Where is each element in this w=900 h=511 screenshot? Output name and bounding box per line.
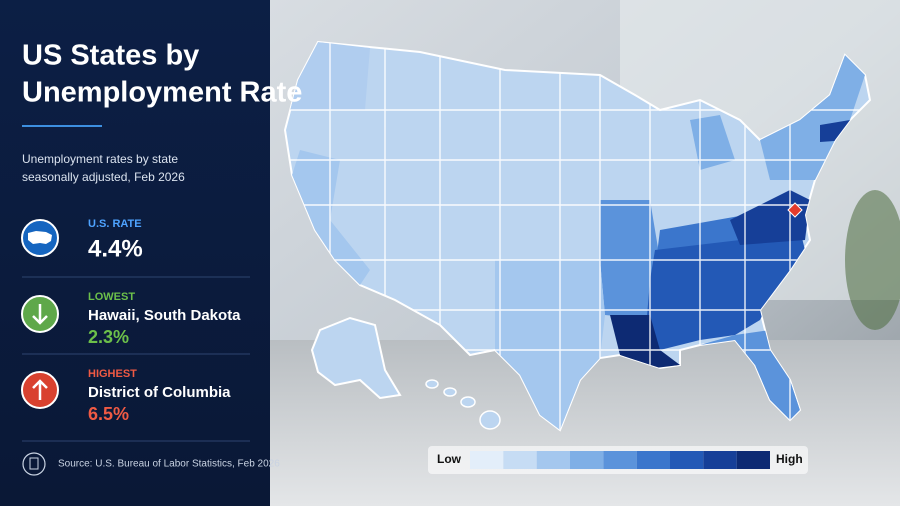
legend-swatch bbox=[503, 451, 537, 469]
source-icon bbox=[22, 452, 46, 476]
legend-swatch bbox=[470, 451, 504, 469]
legend-low: Low bbox=[437, 452, 462, 466]
louisiana bbox=[610, 315, 680, 368]
stat-lowest: LOWEST Hawaii, South Dakota 2.3% bbox=[21, 291, 241, 347]
stat-highest: HIGHEST District of Columbia 6.5% bbox=[21, 368, 231, 424]
doc-glyph bbox=[29, 457, 39, 470]
legend-swatch bbox=[536, 451, 570, 469]
title-line: US States by bbox=[22, 40, 199, 72]
stat-label: U.S. RATE bbox=[88, 218, 142, 230]
legend: Low High bbox=[428, 446, 808, 474]
source: Source: U.S. Bureau of Labor Statistics,… bbox=[22, 452, 280, 476]
stat-label: LOWEST bbox=[88, 291, 135, 303]
legend-high: High bbox=[776, 452, 803, 466]
us-glyph bbox=[28, 231, 52, 244]
stat-name: District of Columbia bbox=[88, 384, 231, 401]
texas bbox=[495, 260, 605, 430]
title-underline bbox=[22, 125, 102, 127]
legend-swatch bbox=[736, 451, 770, 469]
subtitle-line: seasonally adjusted, Feb 2026 bbox=[22, 170, 185, 184]
legend-swatch bbox=[570, 451, 604, 469]
stat-name: Hawaii, South Dakota bbox=[88, 307, 241, 324]
stat-us: U.S. RATE 4.4% bbox=[21, 218, 143, 262]
district-of-columbia bbox=[787, 202, 803, 218]
title-line: Unemployment Rate bbox=[22, 77, 302, 109]
stat-value: 2.3% bbox=[88, 327, 129, 347]
stat-label: HIGHEST bbox=[88, 368, 137, 380]
legend-swatch bbox=[603, 451, 637, 469]
us-map bbox=[284, 41, 871, 431]
state-regions bbox=[285, 42, 870, 430]
up-arrow bbox=[32, 379, 48, 400]
source-text: Source: U.S. Bureau of Labor Statistics,… bbox=[58, 459, 280, 470]
stat-value: 6.5% bbox=[88, 404, 129, 424]
michigan bbox=[690, 115, 735, 170]
alaska bbox=[310, 316, 402, 400]
plant bbox=[845, 190, 900, 330]
california bbox=[292, 150, 370, 285]
stat-value: 4.4% bbox=[88, 235, 143, 262]
hawaii bbox=[425, 379, 501, 430]
subtitle-line: Unemployment rates by state bbox=[22, 152, 178, 166]
down-arrow bbox=[32, 304, 48, 325]
legend-swatch bbox=[670, 451, 704, 469]
legend-swatch bbox=[703, 451, 737, 469]
northeast bbox=[760, 55, 865, 180]
legend-swatch bbox=[636, 451, 670, 469]
